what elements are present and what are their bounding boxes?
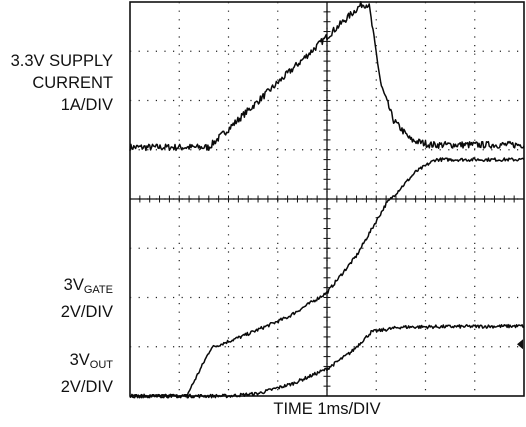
gate-voltage-name: 3VGATE [61,274,113,301]
gate-voltage-label: 3VGATE 2V/DIV [61,274,113,323]
output-voltage-name: 3VOUT [61,349,113,376]
supply-current-label-line2: CURRENT [32,74,113,92]
trace-0 [129,0,525,152]
output-voltage-scale: 2V/DIV [60,378,113,396]
output-voltage-label: 3VOUT 2V/DIV [61,349,113,398]
out-label-prefix: 3V [69,351,90,369]
gate-voltage-scale: 2V/DIV [60,303,113,321]
trace-1 [129,157,525,399]
trace-2 [129,323,525,399]
ground-marker-arrow [517,339,523,350]
gate-label-prefix: 3V [63,276,84,294]
x-axis-label: TIME 1ms/DIV [273,400,381,418]
supply-current-scale: 1A/DIV [60,96,113,114]
scope-grid [129,1,525,397]
supply-current-label: 3.3V SUPPLY CURRENT 1A/DIV [11,50,113,116]
gate-label-subscript: GATE [83,284,113,296]
supply-current-label-line1: 3.3V SUPPLY [10,52,113,70]
out-label-subscript: OUT [89,359,113,371]
scope-traces [129,0,525,399]
